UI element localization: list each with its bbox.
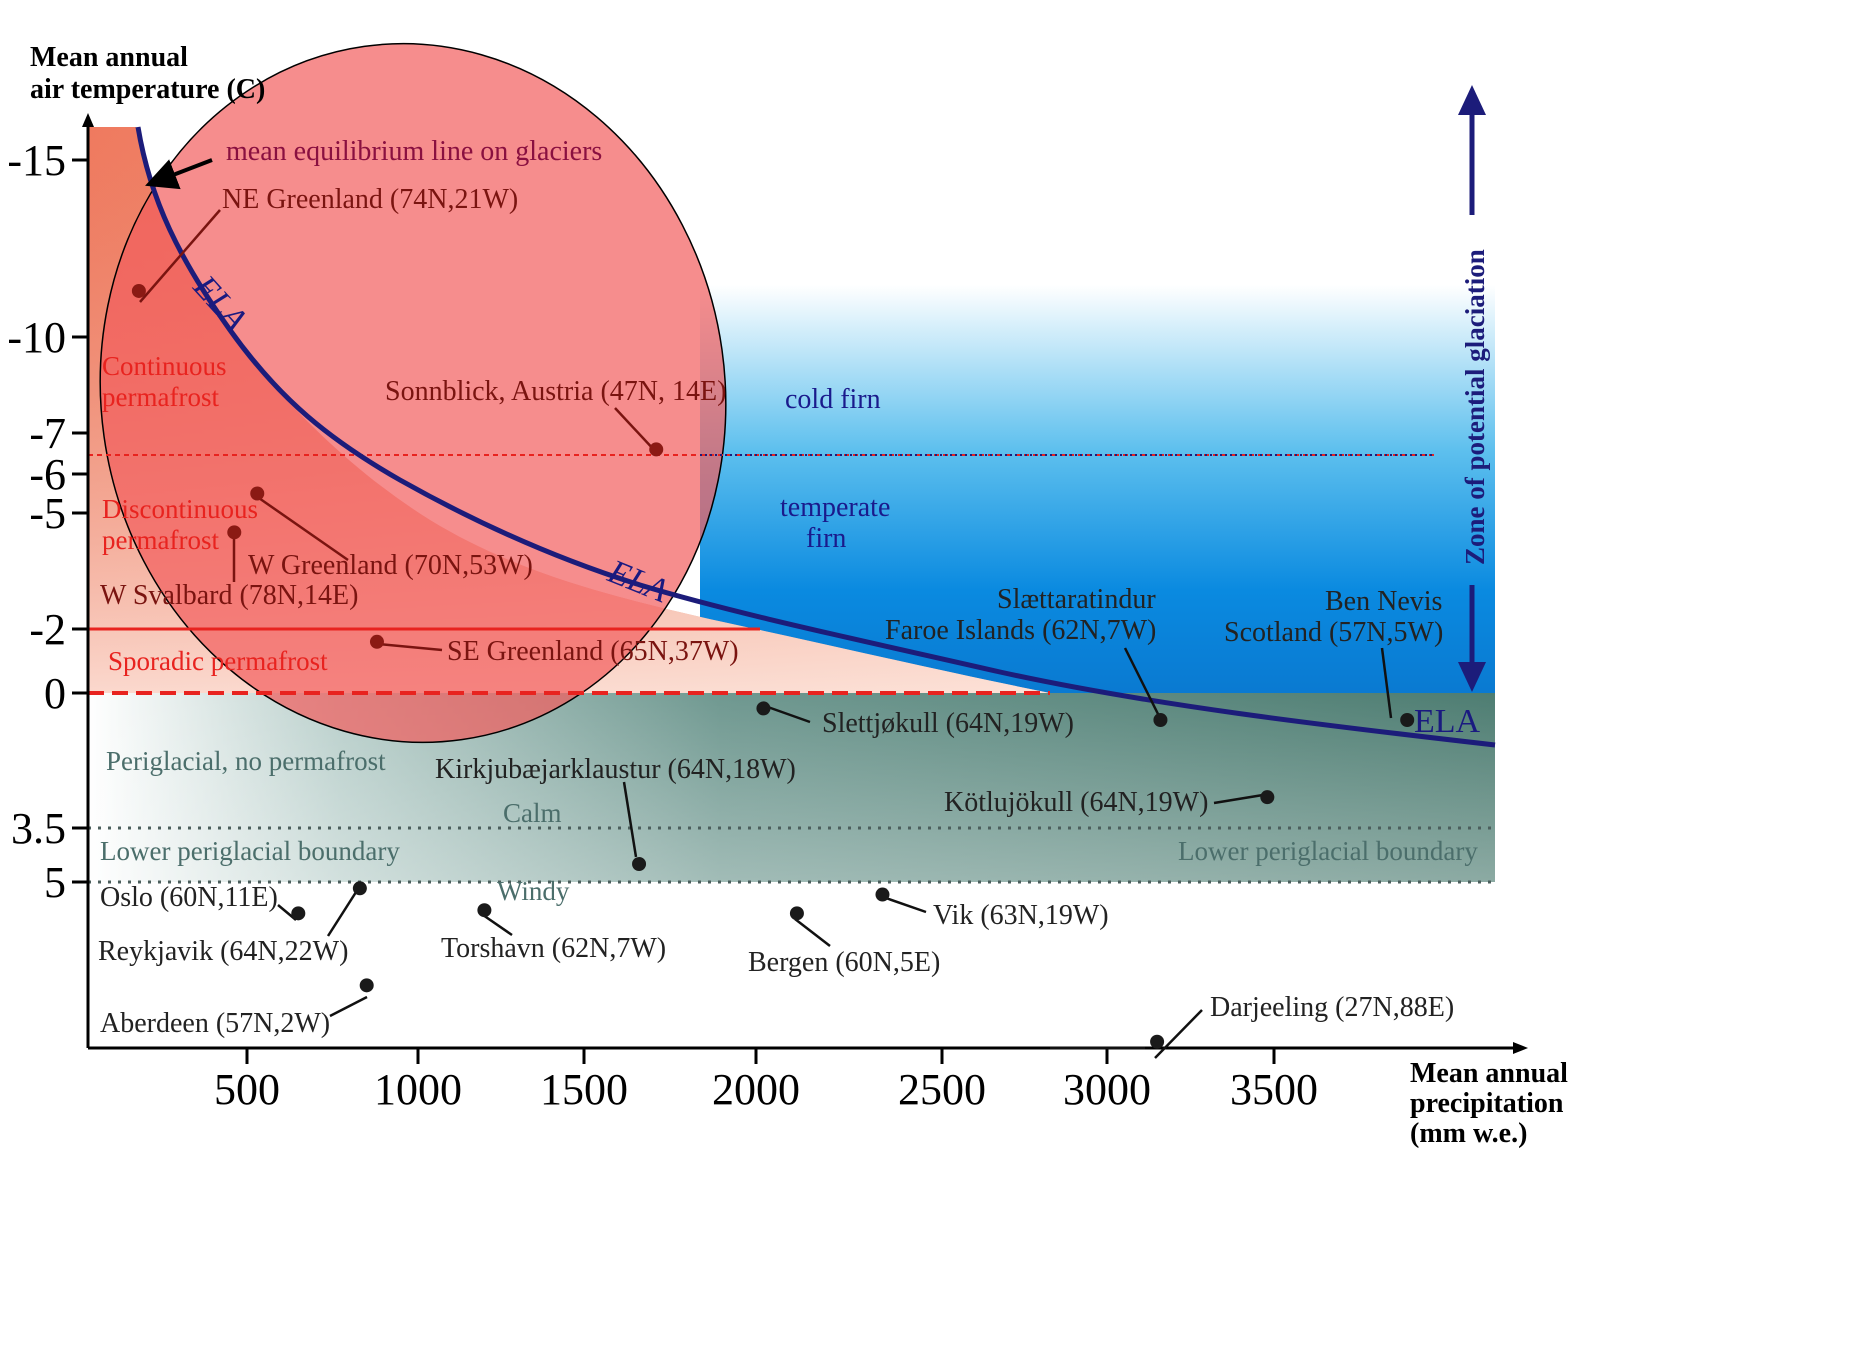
temperate-firn-label-1: temperate xyxy=(780,492,890,523)
site-point xyxy=(352,881,367,896)
site-point xyxy=(291,906,306,921)
y-tick-label: -7 xyxy=(29,409,66,458)
label-sonnblick: Sonnblick, Austria (47N, 14E) xyxy=(385,376,726,407)
site-point xyxy=(649,442,664,457)
highlight-ellipse xyxy=(99,42,727,744)
label-w-svalbard: W Svalbard (78N,14E) xyxy=(100,580,358,611)
site-point xyxy=(756,701,771,716)
label-slaettaratindur-2: Faroe Islands (62N,7W) xyxy=(885,615,1156,646)
site-point xyxy=(1260,790,1275,805)
x-tick-label: 500 xyxy=(214,1065,280,1114)
label-w-greenland: W Greenland (70N,53W) xyxy=(248,550,533,581)
temperate-firn-label-2: firn xyxy=(806,523,846,554)
x-tick-label: 1500 xyxy=(540,1065,628,1114)
x-tick-label: 3000 xyxy=(1063,1065,1151,1114)
site-point xyxy=(477,903,492,918)
y-tick-label: 0 xyxy=(44,669,66,718)
y-tick-label: -15 xyxy=(7,136,66,185)
label-reykjavik: Reykjavik (64N,22W) xyxy=(98,936,348,967)
glaciation-arrow-down-head xyxy=(1458,662,1486,692)
x-tick-label: 1000 xyxy=(374,1065,462,1114)
y-tick-label: -5 xyxy=(29,489,66,538)
label-ne-greenland: NE Greenland (74N,21W) xyxy=(222,184,518,215)
label-ben-nevis-1: Ben Nevis xyxy=(1325,586,1442,617)
x-axis-label-line2: precipitation xyxy=(1410,1088,1564,1119)
continuous-permafrost-label-1: Continuous xyxy=(102,351,227,381)
site-leaders xyxy=(139,209,1393,1059)
y-axis-label-line1: Mean annual xyxy=(30,42,188,73)
label-se-greenland: SE Greenland (65N,37W) xyxy=(447,636,739,667)
y-tick-label: -6 xyxy=(29,450,66,499)
label-ben-nevis-2: Scotland (57N,5W) xyxy=(1224,617,1443,648)
ela-annotation: mean equilibrium line on glaciers xyxy=(226,136,602,167)
site-point xyxy=(1153,713,1168,727)
y-tick-label: -2 xyxy=(29,605,66,654)
site-point xyxy=(1400,713,1415,727)
x-tick-label: 3500 xyxy=(1230,1065,1318,1114)
site-point xyxy=(227,525,242,540)
x-ticks: 500 1000 1500 2000 2500 3000 3500 xyxy=(214,1048,1318,1114)
label-slaettaratindur-1: Slættaratindur xyxy=(997,584,1156,615)
lower-boundary-left-label: Lower periglacial boundary xyxy=(100,836,400,866)
y-ticks: -15 -10 -7-6-5 -2 0 3.5 5 xyxy=(7,136,88,907)
y-tick-label: 3.5 xyxy=(11,804,66,853)
calm-label: Calm xyxy=(503,798,562,828)
discontinuous-permafrost-label-2: permafrost xyxy=(102,525,219,555)
potential-glaciation-label: Zone of potential glaciation xyxy=(1460,249,1490,565)
y-axis-arrow xyxy=(82,113,94,127)
glaciation-arrow-up-head xyxy=(1458,85,1486,115)
ela-curve xyxy=(135,126,1496,748)
y-tick-label: 5 xyxy=(44,858,66,907)
site-point xyxy=(369,634,384,649)
label-bergen: Bergen (60N,5E) xyxy=(748,947,940,978)
x-tick-label: 2500 xyxy=(898,1065,986,1114)
y-tick-label: -10 xyxy=(7,313,66,362)
site-point xyxy=(131,283,146,298)
lower-boundary-right-label: Lower periglacial boundary xyxy=(1178,836,1478,866)
label-vik: Vik (63N,19W) xyxy=(933,900,1109,931)
x-tick-label: 2000 xyxy=(712,1065,800,1114)
windy-label: Windy xyxy=(497,876,570,906)
label-kirkjubaejar: Kirkjubæjarklaustur (64N,18W) xyxy=(435,754,796,785)
x-axis-label-line1: Mean annual xyxy=(1410,1058,1568,1089)
label-kotlujokull: Kötlujökull (64N,19W) xyxy=(944,787,1208,818)
y-axis-label-line2: air temperature (C) xyxy=(30,74,265,105)
site-point xyxy=(1150,1034,1165,1049)
cold-firn-label: cold firn xyxy=(785,384,881,415)
ela-annotation-arrow xyxy=(145,158,213,190)
site-point xyxy=(875,887,890,902)
continuous-permafrost-label-2: permafrost xyxy=(102,382,219,412)
site-point xyxy=(359,978,374,993)
site-point xyxy=(632,857,647,871)
x-axis-arrow xyxy=(1513,1042,1528,1054)
discontinuous-permafrost-label-1: Discontinuous xyxy=(102,494,258,524)
site-point xyxy=(789,906,804,921)
x-axis-label-line3: (mm w.e.) xyxy=(1410,1118,1527,1149)
periglacial-label: Periglacial, no permafrost xyxy=(106,746,386,776)
label-oslo: Oslo (60N,11E) xyxy=(100,882,278,913)
label-darjeeling: Darjeeling (27N,88E) xyxy=(1210,992,1454,1023)
label-slettjokull: Slettjøkull (64N,19W) xyxy=(822,708,1074,739)
site-markers xyxy=(131,283,1415,1049)
ela-label-3: ELA xyxy=(1414,703,1481,740)
label-aberdeen: Aberdeen (57N,2W) xyxy=(100,1008,330,1039)
label-torshavn: Torshavn (62N,7W) xyxy=(441,933,666,964)
sporadic-permafrost-label: Sporadic permafrost xyxy=(108,646,328,676)
site-point xyxy=(250,486,265,501)
